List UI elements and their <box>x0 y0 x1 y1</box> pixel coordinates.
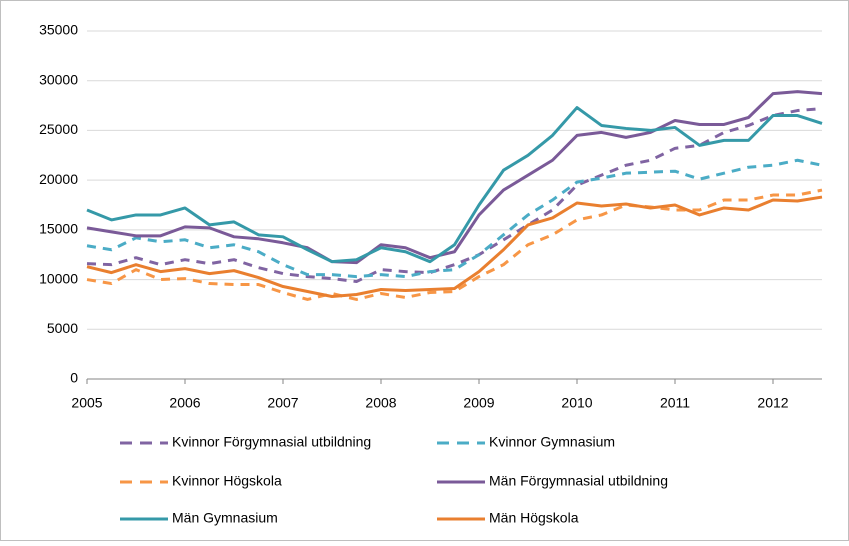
x-tick-label: 2011 <box>660 395 690 411</box>
x-tick-label: 2006 <box>169 395 200 411</box>
y-tick-label: 20000 <box>39 171 78 187</box>
legend-label: Män Förgymnasial utbildning <box>489 473 668 489</box>
legend-label: Kvinnor Gymnasium <box>489 434 615 450</box>
series-line <box>86 106 823 264</box>
x-tick-label: 2008 <box>365 395 396 411</box>
series-line <box>86 90 823 265</box>
y-tick-label: 35000 <box>39 22 78 38</box>
y-tick-label: 15000 <box>39 221 78 237</box>
x-tick-label: 2007 <box>267 395 298 411</box>
legend-label: Kvinnor Förgymnasial utbildning <box>172 434 371 450</box>
y-tick-label: 5000 <box>47 320 78 336</box>
x-tick-label: 2012 <box>757 395 788 411</box>
series-line <box>86 188 823 301</box>
y-tick-label: 25000 <box>39 121 78 137</box>
x-tick-label: 2005 <box>71 395 102 411</box>
legend-label: Kvinnor Högskola <box>172 473 282 489</box>
y-tick-label: 10000 <box>39 270 78 286</box>
legend-label: Män Högskola <box>489 510 579 526</box>
y-tick-label: 0 <box>70 370 78 386</box>
y-tick-label: 30000 <box>39 71 78 87</box>
x-tick-label: 2009 <box>463 395 494 411</box>
series-line <box>86 195 823 298</box>
legend-label: Män Gymnasium <box>172 510 278 526</box>
x-tick-label: 2010 <box>561 395 592 411</box>
